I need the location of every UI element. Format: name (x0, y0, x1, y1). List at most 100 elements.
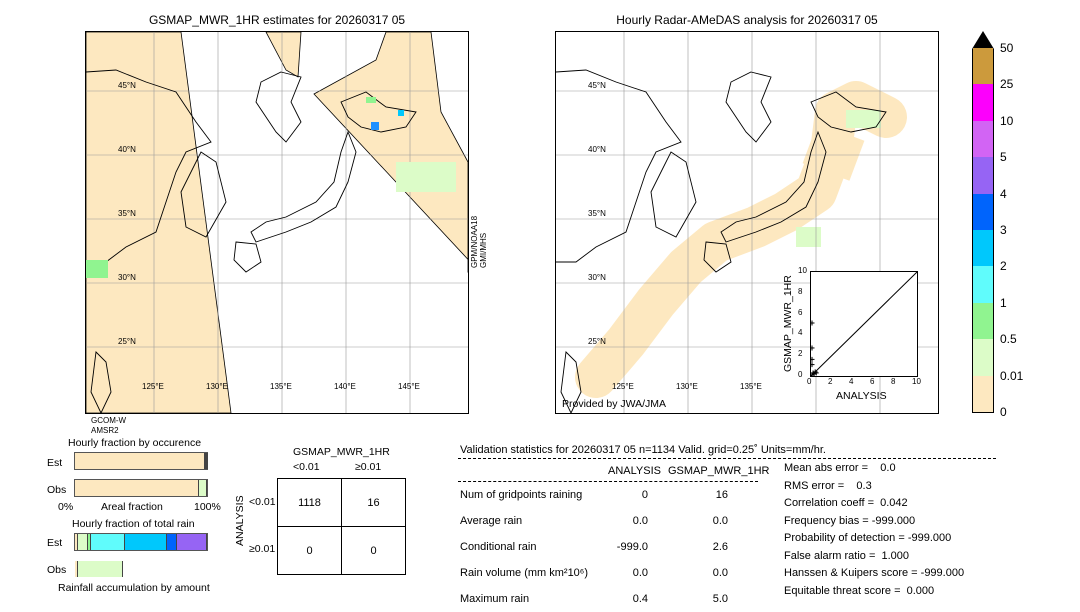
colorbar-tick-label: 5 (1000, 150, 1007, 165)
fraction-segment (88, 534, 91, 550)
occurrence-tick-right: 100% (194, 501, 221, 513)
colorbar-segment (973, 193, 993, 230)
colorbar-segment (973, 375, 993, 412)
stat-label: Average rain (460, 515, 523, 527)
coast-path (86, 69, 212, 263)
lat-label: 40°N (118, 145, 136, 154)
rain-cell (846, 110, 881, 128)
score-text: Correlation coeff = 0.042 (784, 497, 908, 509)
stat-analysis-value: 0.0 (632, 515, 648, 527)
stat-gsmap-value: 5.0 (712, 593, 728, 605)
radar-coverage (802, 123, 865, 181)
score-text: Mean abs error = 0.0 (784, 462, 896, 474)
fraction-segment (199, 480, 207, 496)
rain-cell (396, 162, 456, 192)
fraction-segment (176, 534, 207, 550)
colorbar-tick-label: 2 (1000, 259, 1007, 274)
fraction-segment (75, 561, 78, 577)
swath-label: GPM/NOAA18 GMI/MHS (470, 216, 488, 268)
scatter-ytick: 10 (798, 266, 807, 275)
scatter-ytick: 2 (798, 349, 803, 359)
fraction-segment (205, 453, 207, 469)
cell-hit-none: 1118 (277, 478, 342, 527)
right-map: 45°N 40°N 35°N 30°N 25°N 125°E 130°E 135°E Prov… (555, 31, 939, 414)
score-text: Probability of detection = -999.000 (784, 532, 952, 544)
coast-path (90, 351, 112, 413)
left-map-title: GSMAP_MWR_1HR estimates for 20260317 05 (148, 13, 406, 27)
rain-cell (86, 260, 108, 278)
rain-cell (366, 97, 376, 103)
fraction-segment (77, 561, 123, 577)
divider (458, 481, 758, 482)
credit-text: Provided by JWA/JMA (562, 398, 667, 410)
coast-path (233, 241, 262, 273)
stat-label: Conditional rain (460, 541, 537, 553)
colorbar-segment (973, 157, 993, 194)
colorbar-segment (973, 266, 993, 303)
scatter-point (812, 369, 818, 375)
colorbar-tick-label: 25 (1000, 77, 1014, 92)
colorbar-segment (973, 302, 993, 340)
right-map-svg (556, 32, 938, 413)
rain-est-label: Est (47, 537, 63, 549)
stat-analysis-value: -999.0 (616, 541, 648, 553)
coastline (556, 69, 887, 413)
stat-gsmap-value: 16 (715, 489, 728, 501)
stat-gsmap-value: 2.6 (712, 541, 728, 553)
lon-label: 145°E (398, 382, 420, 391)
swath-amsr2 (86, 32, 232, 413)
coast-path (556, 69, 682, 263)
colorbar-tick-label: 3 (1000, 223, 1007, 237)
scatter-point (809, 362, 815, 368)
coast-path (720, 130, 827, 243)
stat-label: Rain volume (mm km²10⁶) (460, 567, 588, 579)
coast-path (255, 71, 302, 143)
fraction-segment (75, 480, 200, 496)
score-text: RMS error = 0.3 (784, 479, 872, 492)
score-text: Frequency bias = -999.000 (784, 514, 916, 527)
rain-fraction-xlabel: Rainfall accumulation by amount (58, 582, 210, 594)
scatter-xtick: 0 (807, 377, 812, 386)
coast-path (650, 151, 697, 238)
stat-gsmap-value: 0.0 (712, 515, 728, 527)
contingency-col-header: ≥0.01 (355, 461, 382, 473)
fraction-segment (77, 534, 89, 550)
scatter-plot (809, 271, 918, 378)
sensor-name: AMSR2 (91, 426, 119, 435)
swath-gmi (313, 32, 468, 273)
left-map: 45°N 40°N 35°N 30°N 25°N 125°E 130°E 135°E 140°E… (85, 31, 469, 414)
stat-analysis-value: 0.0 (632, 567, 648, 579)
occurrence-obs-label: Obs (47, 484, 67, 496)
coast-path (180, 151, 227, 238)
rain-est-bar (74, 533, 208, 551)
rain-obs-bar (74, 560, 208, 578)
fraction-segment (75, 534, 78, 550)
stat-analysis-value: 0.4 (632, 593, 648, 605)
cell-false-alarm: 16 (341, 478, 406, 527)
satellite-name: GCOM-W (91, 416, 127, 425)
colorbar-segment (973, 120, 993, 158)
swath-sensor: GMI/MHS (479, 232, 488, 268)
score-text: Hanssen & Kuipers score = -999.000 (784, 567, 965, 579)
lon-label: 125°E (612, 382, 634, 391)
diagonal-line (810, 271, 918, 377)
scatter-xtick: 10 (912, 377, 921, 386)
colorbar-segment (973, 84, 993, 121)
fraction-segment (206, 453, 208, 469)
fraction-segment (205, 453, 207, 469)
swath-satellite: GPM/NOAA18 (470, 215, 479, 268)
occurrence-tick-left: 0% (58, 501, 74, 513)
colorbar-tick-label: 0 (1000, 405, 1007, 419)
contingency-col-header: <0.01 (293, 461, 320, 473)
stat-gsmap-value: 0.0 (712, 567, 728, 579)
colorbar-tick-label: 1 (1000, 295, 1007, 310)
scatter-ylabel: GSMAP_MWR_1HR (782, 275, 794, 372)
stat-analysis-value: 0 (641, 489, 648, 501)
lon-label: 140°E (334, 382, 356, 391)
scatter-svg (809, 271, 918, 378)
rain-obs-label: Obs (47, 564, 67, 576)
lat-label: 45°N (588, 81, 606, 90)
scatter-point (809, 345, 815, 351)
lat-label: 35°N (118, 209, 136, 218)
